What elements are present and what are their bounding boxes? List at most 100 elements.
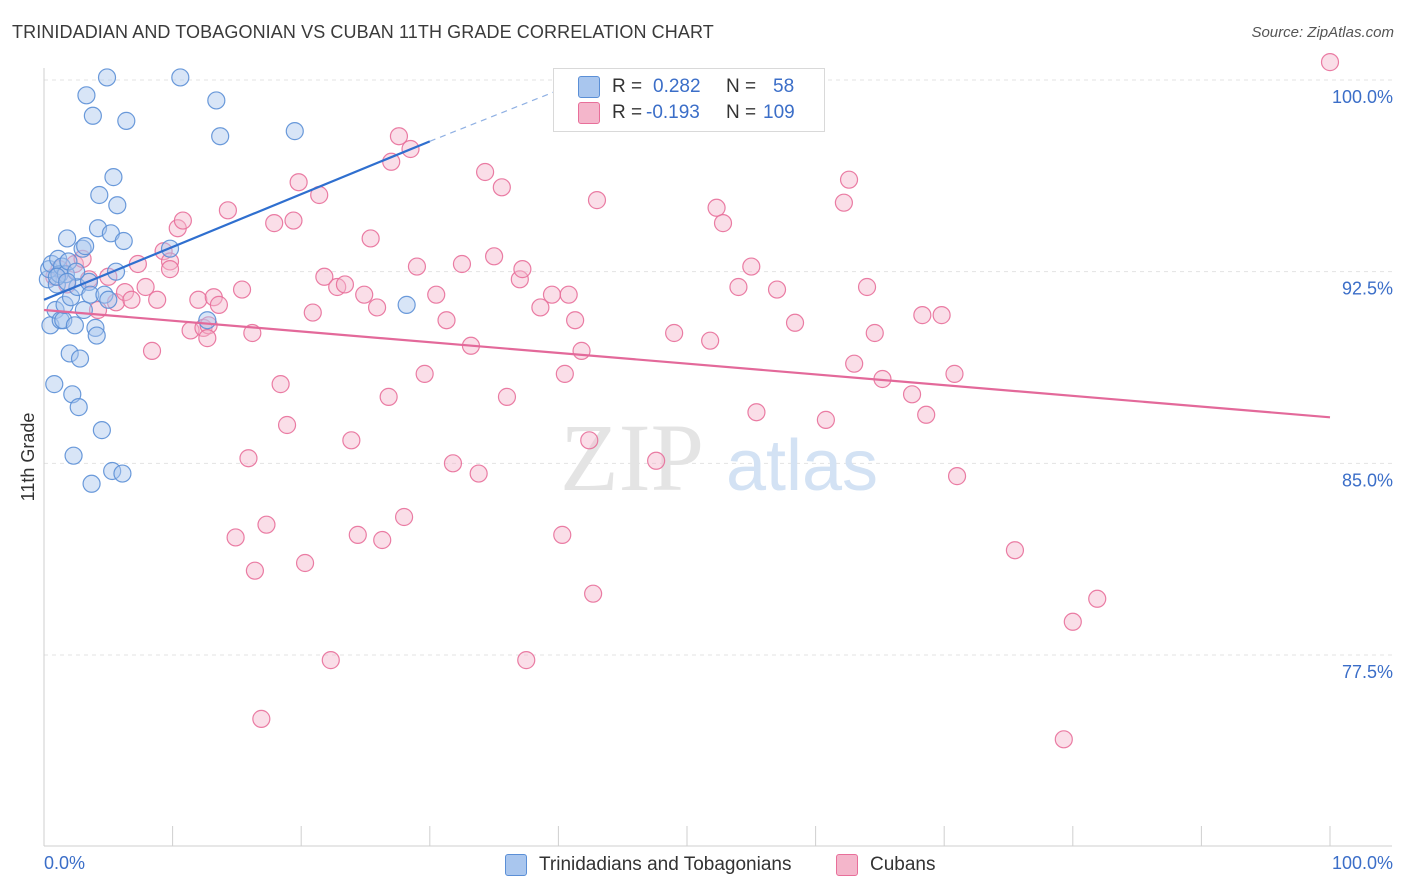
point-trinidadian — [47, 267, 66, 286]
point-cuban — [379, 387, 398, 406]
point-cuban — [701, 331, 720, 350]
legend-swatch-cuban — [836, 854, 858, 876]
point-trinidadian — [69, 398, 88, 417]
point-cuban — [485, 247, 504, 266]
point-cuban — [232, 280, 252, 299]
point-trinidadian — [104, 168, 123, 187]
data-points — [38, 53, 1340, 749]
r-label: R = — [612, 76, 643, 97]
point-cuban — [198, 329, 217, 348]
point-cuban — [136, 277, 155, 297]
bottom-legend: Trinidadians and Tobagonians Cubans — [0, 851, 1406, 879]
point-trinidadian — [198, 311, 217, 330]
point-trinidadian — [86, 318, 105, 337]
point-cuban — [122, 290, 141, 309]
point-cuban — [321, 651, 340, 670]
point-trinidadian — [59, 252, 78, 271]
point-trinidadian — [81, 285, 100, 304]
point-trinidadian — [70, 349, 90, 368]
trend-line-cuban — [43, 308, 1331, 419]
watermark: ZIP atlas — [560, 404, 878, 511]
legend-item-trinidadian[interactable]: Trinidadians and Tobagonians — [505, 851, 791, 879]
y-tick-label: 85.0% — [1342, 470, 1393, 490]
point-cuban — [394, 507, 414, 527]
point-cuban — [947, 467, 967, 486]
watermark-zip: ZIP — [560, 404, 704, 511]
legend-item-cuban[interactable]: Cubans — [836, 851, 936, 879]
point-trinidadian — [82, 474, 101, 493]
x-tick-label-left: 0.0% — [44, 853, 85, 873]
point-trinidadian — [97, 68, 117, 87]
chart-source: Source: ZipAtlas.com — [1251, 24, 1394, 41]
point-cuban — [1063, 612, 1082, 631]
r-value: -0.193 — [646, 102, 700, 123]
point-cuban — [566, 311, 585, 330]
point-trinidadian — [92, 421, 111, 440]
point-cuban — [580, 431, 599, 450]
point-trinidadian — [90, 185, 109, 205]
r-label: R = — [612, 102, 643, 123]
point-cuban — [834, 193, 853, 212]
point-cuban — [142, 341, 162, 360]
point-trinidadian — [117, 111, 136, 130]
point-cuban — [665, 323, 684, 343]
point-cuban — [443, 454, 463, 473]
legend-swatch-trinidadian — [505, 854, 527, 876]
axes — [43, 68, 1392, 847]
point-cuban — [407, 257, 427, 276]
point-cuban — [845, 354, 864, 373]
point-cuban — [452, 254, 472, 274]
point-cuban — [555, 364, 574, 383]
point-cuban — [335, 275, 355, 294]
point-trinidadian — [113, 464, 132, 483]
n-value: 109 — [763, 102, 795, 123]
point-cuban — [277, 415, 297, 435]
point-cuban — [553, 525, 572, 544]
point-cuban — [785, 313, 805, 332]
point-cuban — [373, 530, 392, 550]
point-cuban — [437, 311, 456, 330]
point-cuban — [295, 553, 315, 573]
point-cuban — [497, 387, 517, 406]
point-cuban — [218, 201, 237, 220]
point-trinidadian — [99, 290, 118, 309]
trend-line-trinidadian — [43, 140, 431, 301]
point-cuban — [160, 260, 180, 279]
point-cuban — [303, 303, 322, 322]
point-cuban — [713, 214, 733, 233]
point-trinidadian — [67, 262, 86, 281]
swatch-trinidadian — [578, 76, 600, 98]
point-cuban — [865, 323, 884, 343]
point-cuban — [839, 170, 859, 189]
point-trinidadian — [77, 86, 96, 105]
point-trinidadian — [108, 196, 127, 215]
point-cuban — [315, 267, 334, 286]
point-trinidadian — [397, 295, 416, 314]
point-cuban — [252, 709, 271, 728]
point-cuban — [415, 364, 434, 383]
point-cuban — [584, 584, 603, 603]
point-cuban — [361, 229, 380, 248]
point-cuban — [816, 410, 835, 429]
chart-title: TRINIDADIAN AND TOBAGONIAN VS CUBAN 11TH… — [12, 22, 714, 42]
point-cuban — [469, 464, 488, 483]
point-cuban — [284, 211, 303, 230]
point-cuban — [902, 385, 922, 404]
point-cuban — [1088, 589, 1107, 608]
swatch-cuban — [578, 102, 600, 124]
point-cuban — [265, 214, 284, 233]
point-cuban — [767, 280, 787, 299]
point-cuban — [348, 525, 367, 544]
legend-label-cuban: Cubans — [870, 854, 936, 875]
y-tick-label: 77.5% — [1342, 662, 1393, 682]
point-cuban — [367, 298, 387, 317]
n-label: N = — [726, 102, 757, 123]
point-cuban — [475, 162, 495, 182]
point-cuban — [707, 198, 726, 217]
point-cuban — [747, 403, 766, 422]
y-axis-label: 11th Grade — [18, 413, 38, 502]
point-cuban — [572, 341, 591, 360]
point-cuban — [1054, 730, 1073, 749]
point-cuban — [427, 285, 446, 304]
point-cuban — [857, 277, 877, 297]
